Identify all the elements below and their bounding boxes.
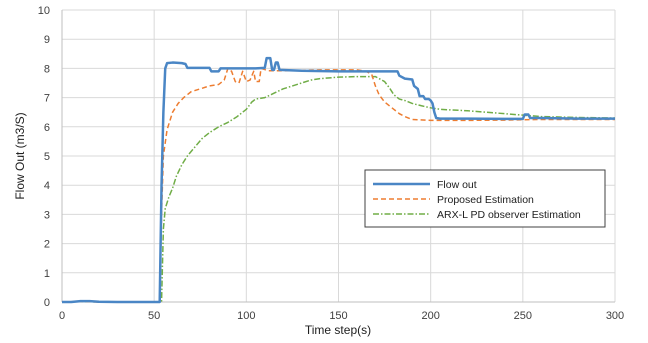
y-tick-label: 1 [44,268,50,280]
x-tick-label: 300 [606,310,624,322]
legend-label-arx-l-pd-observer: ARX-L PD observer Estimation [437,209,581,221]
series-line-proposed-estimation [61,67,615,303]
legend-label-flow-out: Flow out [437,179,477,191]
series-line-flow-out [62,56,615,304]
x-tick-label: 200 [421,310,439,322]
x-tick-label: 100 [237,310,255,322]
series-lines [61,56,616,304]
x-tick-label: 150 [329,310,347,322]
gridlines [61,9,616,303]
legend-label-proposed-estimation: Proposed Estimation [437,194,534,206]
x-tick-label: 50 [148,310,160,322]
legend: Flow out Proposed Estimation ARX-L PD ob… [364,169,606,228]
y-tick-label: 9 [44,34,50,46]
y-tick-label: 8 [44,63,50,75]
y-tick-label: 7 [44,93,50,105]
y-tick-label: 6 [44,122,50,134]
y-tick-label: 3 [44,209,50,221]
x-axis-title: Time step(s) [305,323,371,337]
y-tick-label: 2 [44,239,50,251]
y-tick-label: 4 [44,180,50,192]
y-axis-title: Flow Out (m3/S) [13,112,27,199]
y-tick-label: 10 [38,5,50,17]
series-line-arx-l-pd-observer [61,75,616,303]
y-tick-label: 5 [44,151,50,163]
y-tick-label: 0 [44,297,50,309]
x-tick-label: 0 [59,310,65,322]
x-tick-label: 250 [514,310,532,322]
